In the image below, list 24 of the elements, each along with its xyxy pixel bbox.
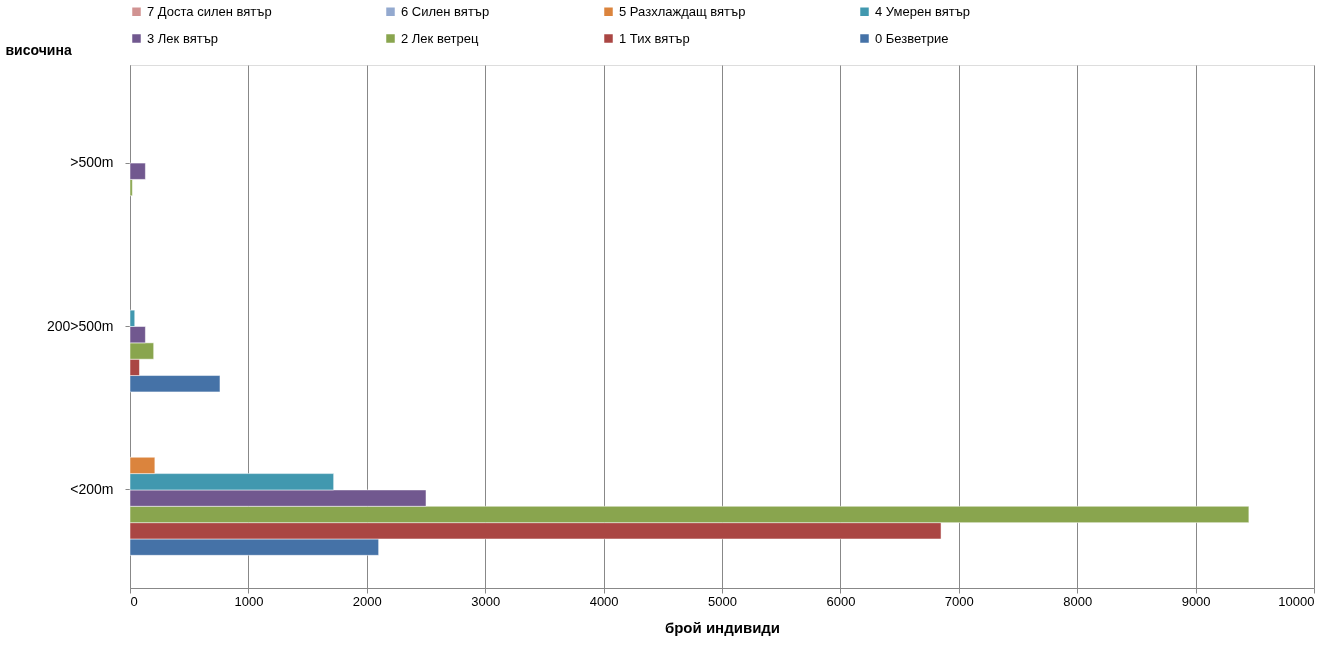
- legend-label: 2 Лек ветрец: [401, 30, 479, 46]
- legend-label: 5 Разхлаждащ вятър: [619, 3, 746, 19]
- legend-label: 1 Тих вятър: [619, 30, 690, 46]
- legend-label: 0 Безветрие: [875, 30, 949, 46]
- x-tick-label: 8000: [1063, 593, 1093, 609]
- legend-label: 4 Умерен вятър: [875, 3, 971, 19]
- x-tick-label: 9000: [1181, 593, 1211, 609]
- x-tick-label: 3000: [471, 593, 501, 609]
- x-tick-label: 7000: [944, 593, 974, 609]
- x-tick-label: 6000: [826, 593, 856, 609]
- x-tick-label: 1000: [234, 593, 264, 609]
- y-axis-title: височина: [5, 41, 72, 58]
- x-axis-title: брой индивиди: [664, 618, 781, 636]
- x-tick-label: 10000: [1278, 593, 1315, 609]
- legend-label: 6 Силен вятър: [401, 3, 490, 19]
- y-tick-label: 200>500m: [46, 317, 114, 334]
- x-tick-label: 4000: [589, 593, 619, 609]
- y-tick-label: >500m: [70, 154, 114, 171]
- y-tick-label: <200m: [70, 480, 114, 497]
- legend-label: 7 Доста силен вятър: [147, 3, 272, 19]
- x-tick-label: 0: [130, 593, 138, 609]
- x-tick-label: 5000: [708, 593, 737, 609]
- legend-label: 3 Лек вятър: [147, 30, 219, 46]
- x-tick-label: 2000: [352, 593, 382, 609]
